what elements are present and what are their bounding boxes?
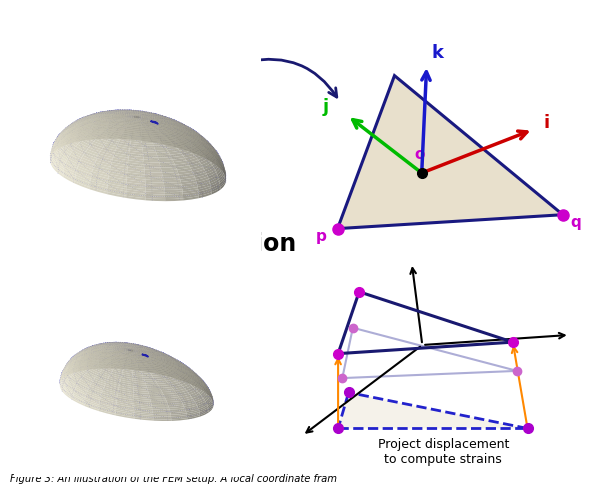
Text: i: i xyxy=(543,114,549,132)
Text: k: k xyxy=(432,44,443,62)
Text: ↓  Deformation: ↓ Deformation xyxy=(94,232,297,256)
Polygon shape xyxy=(338,393,527,429)
Text: p: p xyxy=(316,229,326,244)
Polygon shape xyxy=(337,76,563,229)
Text: Figure 3: An illustration of the FEM setup. A local coordinate fram: Figure 3: An illustration of the FEM set… xyxy=(10,474,337,484)
Text: q: q xyxy=(570,215,581,230)
Text: j: j xyxy=(323,98,329,116)
Text: Project displacement
to compute strains: Project displacement to compute strains xyxy=(378,438,509,466)
Text: o: o xyxy=(414,147,424,162)
